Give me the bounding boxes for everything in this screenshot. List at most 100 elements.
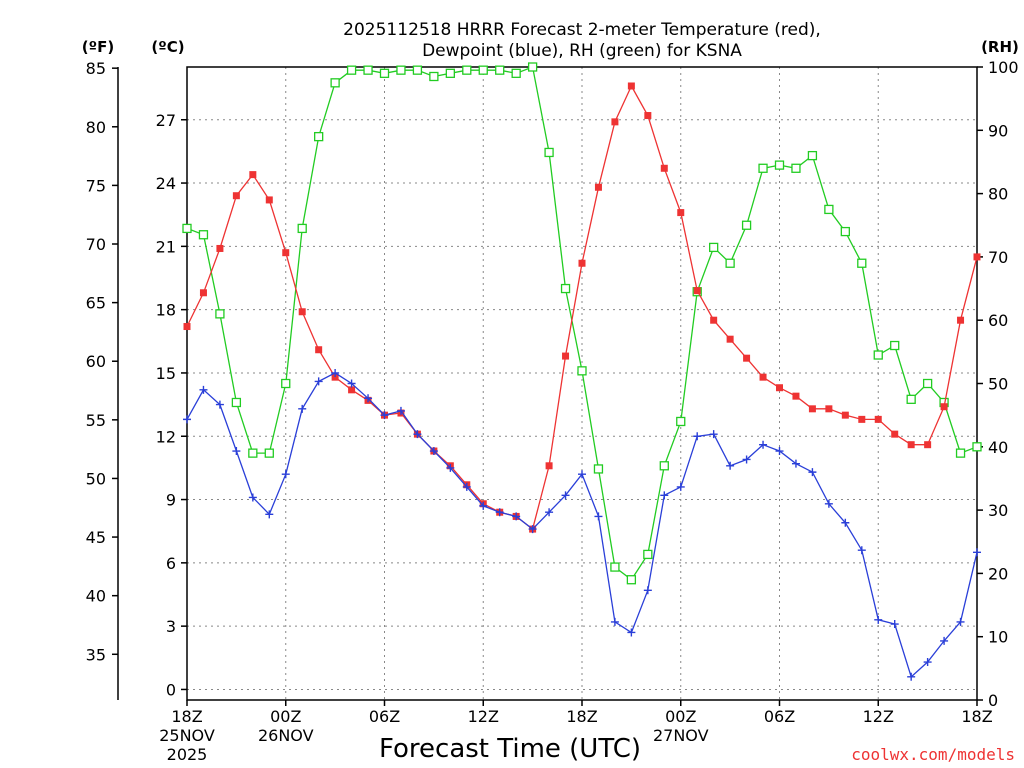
- dewpoint-point: [940, 636, 949, 645]
- dewpoint-point: [347, 379, 356, 388]
- temperature-point: [578, 259, 586, 267]
- dewpoint-point: [314, 377, 323, 386]
- rh-point: [725, 258, 735, 268]
- dewpoint-point: [627, 628, 636, 637]
- rh-point: [922, 378, 933, 389]
- rh-point: [890, 340, 900, 351]
- dewpoint-point: [693, 432, 702, 441]
- chart-title-line2: Dewpoint (blue), RH (green) for KSNA: [422, 41, 742, 61]
- rh-point: [955, 448, 966, 458]
- rh-tick-label: 40: [988, 438, 1008, 457]
- rh-point: [231, 397, 242, 408]
- plot-frame: [186, 66, 978, 701]
- c-tick-label: 21: [156, 237, 176, 256]
- rh-point: [610, 562, 620, 572]
- dewpoint-point: [446, 463, 455, 472]
- temperature-point: [199, 289, 207, 297]
- dewpoint-point: [232, 447, 241, 456]
- x-tick-label: 06Z: [764, 707, 795, 726]
- dewpoint-point: [923, 658, 932, 667]
- dewpoint-point: [413, 430, 422, 439]
- unit-rh-label: (RH): [981, 38, 1019, 56]
- x-axis-label: Forecast Time (UTC): [379, 734, 641, 764]
- chart-title-line1: 2025112518 HRRR Forecast 2-meter Tempera…: [343, 20, 821, 40]
- temperature-point: [298, 308, 306, 316]
- dewpoint-point: [676, 482, 685, 491]
- temperature-point: [677, 209, 685, 217]
- rh-point: [363, 65, 373, 75]
- temperature-point: [693, 287, 701, 295]
- dewpoint-point: [183, 415, 191, 424]
- x-date-label: 26NOV: [258, 726, 314, 745]
- dewpoint-point: [956, 617, 965, 626]
- rh-tick-label: 90: [988, 121, 1008, 140]
- dewpoint-point: [380, 411, 389, 420]
- f-tick-label: 55: [86, 411, 106, 430]
- rh-point: [462, 65, 472, 75]
- dewpoint-point: [643, 586, 652, 595]
- dewpoint-point: [215, 400, 224, 409]
- f-tick-label: 70: [86, 235, 106, 254]
- f-tick-label: 45: [86, 528, 106, 547]
- temperature-point: [924, 441, 932, 449]
- c-tick-label: 15: [156, 364, 176, 383]
- rh-point: [791, 163, 801, 173]
- dewpoint-point: [528, 525, 537, 534]
- temperature-point: [808, 405, 816, 413]
- rh-tick-label: 20: [988, 564, 1008, 583]
- rh-point: [577, 366, 587, 376]
- temperature-point: [891, 430, 899, 438]
- rh-point: [741, 220, 752, 230]
- dewpoint-point: [808, 468, 817, 477]
- rh-point: [643, 549, 653, 560]
- rh-point: [379, 68, 390, 78]
- rh-point: [478, 65, 488, 75]
- rh-point: [198, 230, 209, 240]
- dewpoint-point: [265, 510, 274, 519]
- x-year-label: 2025: [167, 745, 208, 764]
- x-tick-label: 00Z: [665, 707, 696, 726]
- rh-point: [857, 258, 867, 268]
- temperature-point: [726, 335, 734, 343]
- f-tick-label: 75: [86, 176, 106, 195]
- dewpoint-point: [512, 512, 521, 521]
- dewpoint-point: [364, 394, 373, 403]
- rh-point: [314, 131, 324, 142]
- rh-tick-label: 0: [988, 691, 998, 710]
- rh-point: [445, 68, 455, 78]
- rh-tick-label: 60: [988, 311, 1008, 330]
- temperature-point: [825, 405, 833, 413]
- x-tick-label: 18Z: [566, 707, 597, 726]
- dewpoint-point: [281, 470, 290, 479]
- rh-point: [906, 394, 916, 404]
- c-tick-label: 24: [156, 174, 176, 193]
- temperature-point: [660, 164, 668, 172]
- dewpoint-point: [594, 512, 603, 521]
- dewpoint-point: [973, 548, 981, 557]
- x-tick-label: 18Z: [961, 707, 992, 726]
- dewpoint-point: [824, 499, 833, 508]
- c-tick-label: 18: [156, 301, 176, 320]
- dewpoint-point: [791, 459, 800, 468]
- temperature-point: [759, 373, 767, 381]
- c-tick-label: 6: [166, 554, 176, 573]
- temperature-point: [545, 462, 553, 470]
- rh-point: [824, 204, 834, 215]
- rh-point: [840, 226, 850, 237]
- rh-point: [495, 65, 505, 75]
- credit-label: coolwx.com/models: [851, 745, 1015, 764]
- temperature-point: [644, 112, 652, 120]
- rh-point: [807, 150, 818, 161]
- dewpoint-point: [479, 501, 488, 510]
- rh-point: [560, 283, 571, 294]
- dewpoint-point: [709, 430, 718, 439]
- unit-fahrenheit-label: (ºF): [82, 38, 114, 56]
- x-tick-label: 18Z: [171, 707, 202, 726]
- rh-point: [215, 309, 225, 319]
- f-tick-label: 65: [86, 294, 106, 313]
- rh-point: [774, 160, 785, 170]
- c-tick-label: 27: [156, 111, 176, 130]
- unit-celsius-label: (ºC): [151, 38, 184, 56]
- dewpoint-point: [610, 617, 619, 626]
